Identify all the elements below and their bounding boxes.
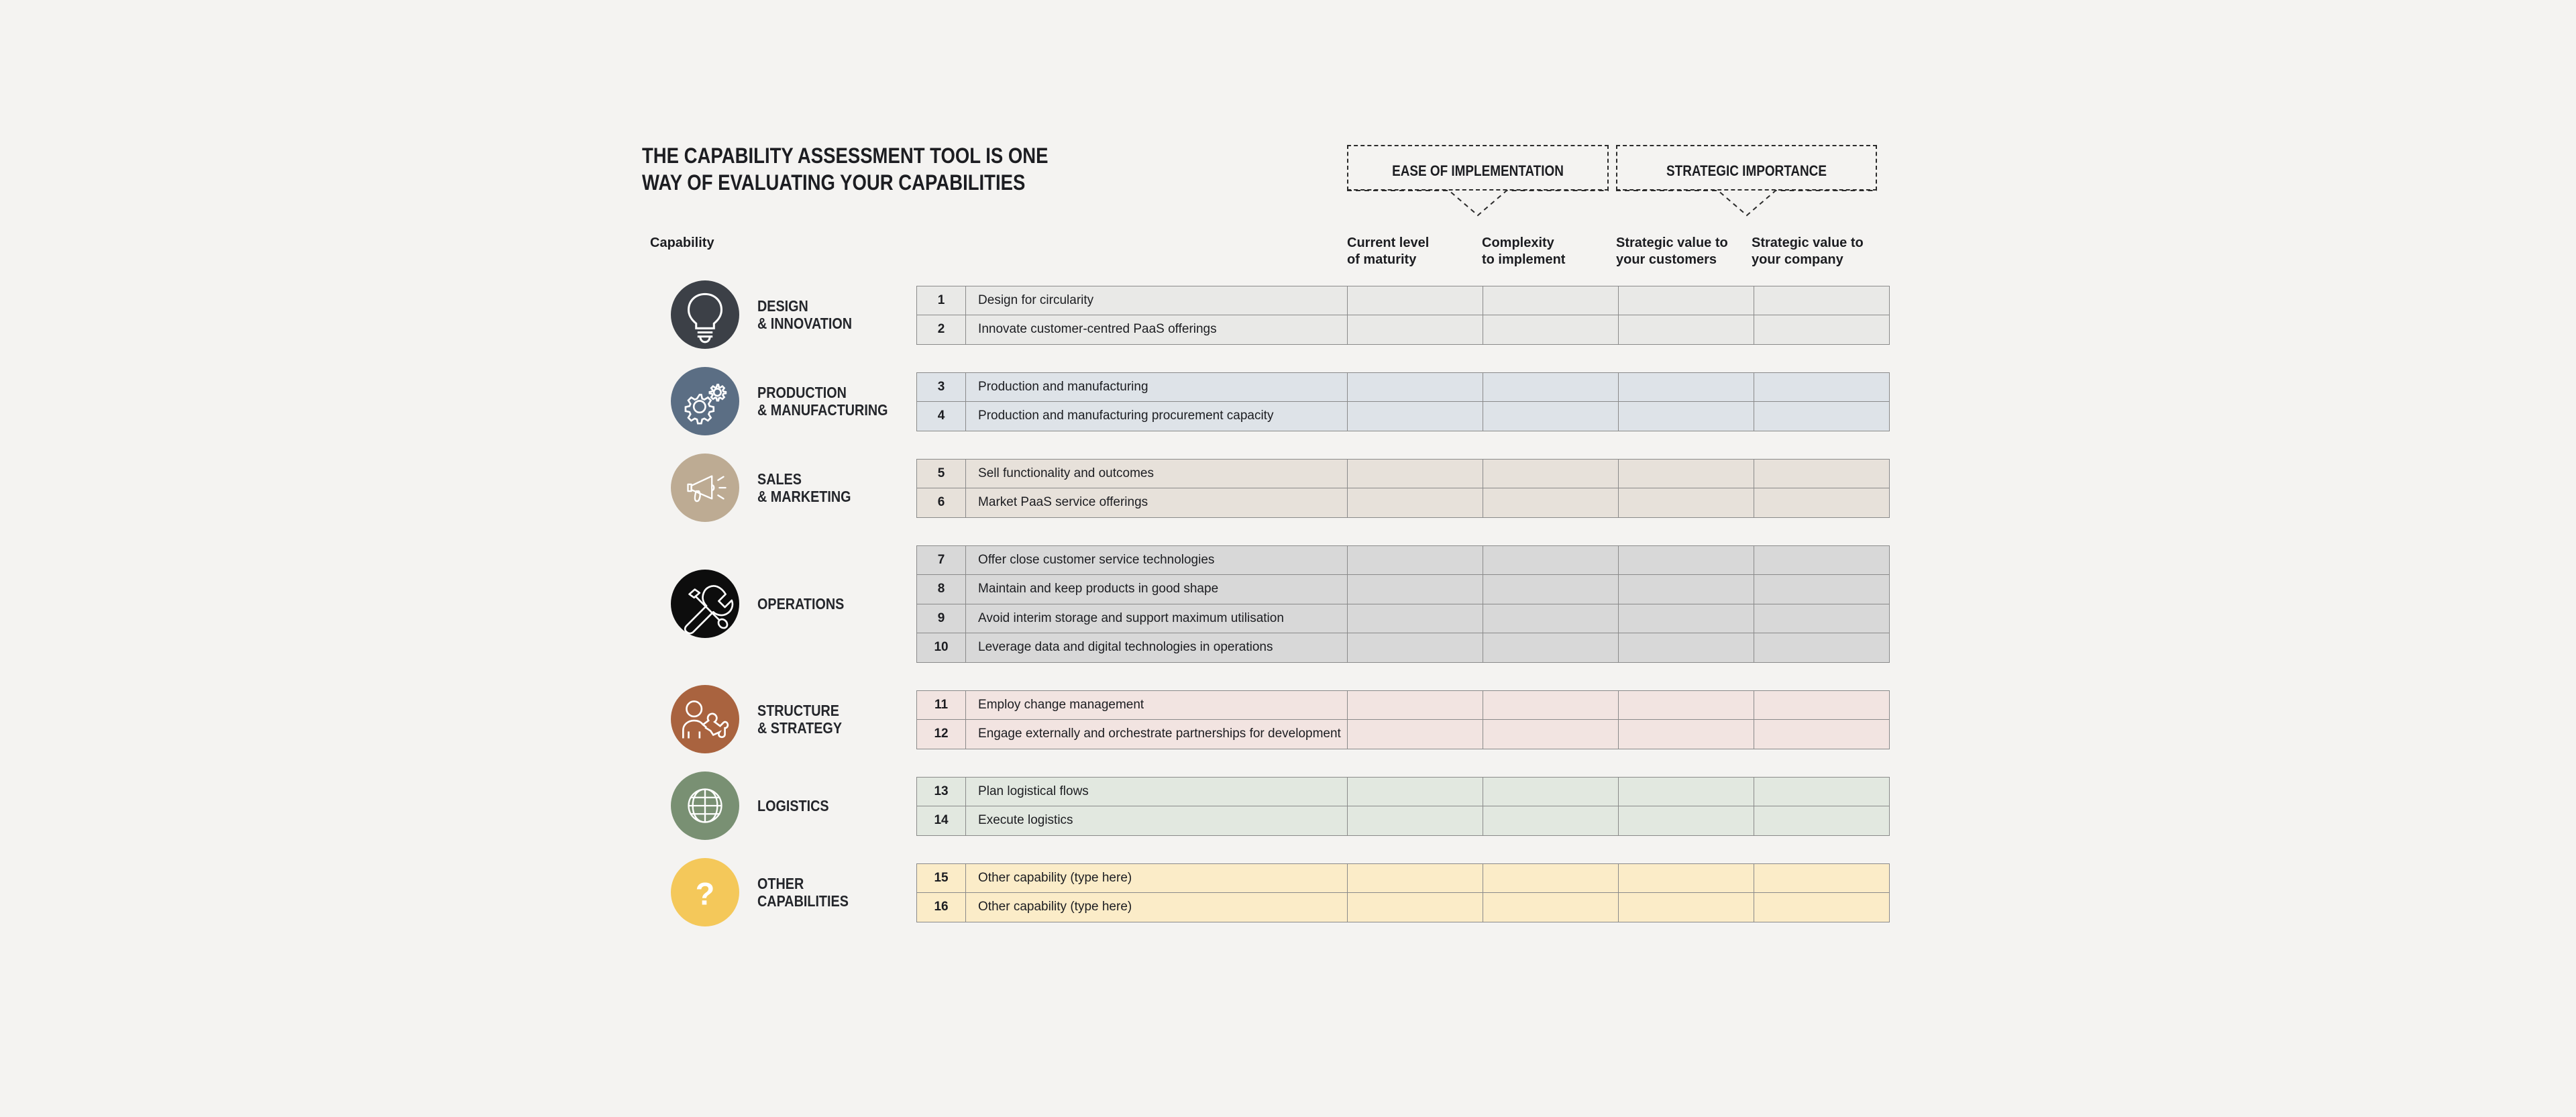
svg-text:?: ? <box>696 876 715 911</box>
